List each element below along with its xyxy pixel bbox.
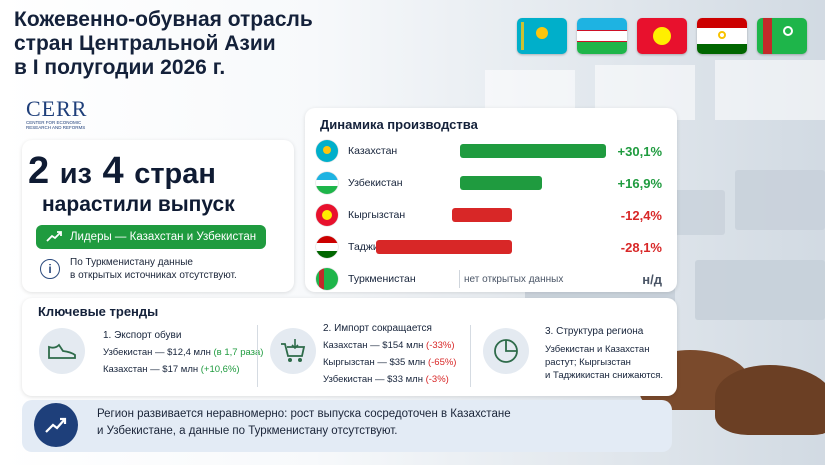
uzbekistan-flag-icon — [316, 172, 338, 194]
bar — [460, 144, 606, 158]
turkmenistan-note: i По Туркменистану данные в открытых ист… — [40, 256, 237, 282]
leaders-badge: Лидеры — Казахстан и Узбекистан — [36, 225, 266, 249]
cerr-logo: CERR CENTER FOR ECONOMIC RESEARCH AND RE… — [26, 96, 88, 131]
divider — [459, 270, 460, 288]
country-label: Кыргызстан — [348, 209, 406, 221]
trend-export: 1. Экспорт обуви Узбекистан — $12,4 млн … — [103, 330, 264, 375]
dynamics-row: Таджикистан-28,1% — [312, 235, 668, 259]
no-data-label: нет открытых данных — [464, 273, 564, 285]
uzbekistan-flag-icon — [577, 18, 627, 54]
info-icon: i — [40, 259, 60, 279]
turkmenistan-flag-icon — [757, 18, 807, 54]
kazakhstan-flag-icon — [316, 140, 338, 162]
trend-structure: 3. Структура региона Узбекистан и Казахс… — [545, 326, 664, 381]
divider — [257, 325, 258, 387]
tajikistan-flag-icon — [316, 236, 338, 258]
trend-up-icon — [46, 230, 62, 245]
kyrgyzstan-flag-icon — [637, 18, 687, 54]
dynamics-row: Узбекистан +16,9% — [312, 171, 668, 195]
trends-card — [22, 298, 677, 396]
flags-row — [517, 18, 807, 54]
value-label: +30,1% — [617, 143, 662, 159]
shoe-icon — [39, 328, 85, 374]
trend-up-icon — [34, 403, 78, 447]
dynamics-row: Кыргызстан -12,4% — [312, 203, 668, 227]
dynamics-card — [305, 108, 677, 292]
pie-chart-icon — [483, 328, 529, 374]
trends-title: Ключевые тренды — [38, 304, 159, 319]
conclusion-text: Регион развивается неравномерно: рост вы… — [97, 408, 511, 437]
headline-card — [22, 140, 294, 292]
page-title: Кожевенно-обувная отрасль стран Централь… — [14, 8, 313, 79]
country-label: Узбекистан — [348, 177, 403, 189]
country-label: Казахстан — [348, 145, 398, 157]
bar — [451, 208, 512, 222]
bar — [375, 240, 512, 254]
dynamics-title: Динамика производства — [320, 117, 478, 132]
turkmenistan-flag-icon — [316, 268, 338, 290]
kyrgyzstan-flag-icon — [316, 204, 338, 226]
value-label: -28,1% — [620, 239, 662, 255]
value-label: +16,9% — [617, 175, 662, 191]
trend-import: 2. Импорт сокращается Казахстан — $154 м… — [323, 323, 457, 385]
country-label: Туркменистан — [348, 273, 416, 285]
conclusion-banner — [22, 400, 672, 452]
dynamics-row: Туркменистан нет открытых данных н/д — [312, 267, 668, 291]
cart-down-icon — [270, 328, 316, 374]
headline-subtitle: нарастили выпуск — [42, 193, 235, 216]
tajikistan-flag-icon — [697, 18, 747, 54]
headline-count: 2 из 4 стран — [28, 150, 216, 192]
kazakhstan-flag-icon — [517, 18, 567, 54]
value-label: -12,4% — [620, 207, 662, 223]
divider — [470, 325, 471, 387]
bar — [460, 176, 542, 190]
dynamics-row: Казахстан +30,1% — [312, 139, 668, 163]
value-label: н/д — [642, 271, 662, 287]
